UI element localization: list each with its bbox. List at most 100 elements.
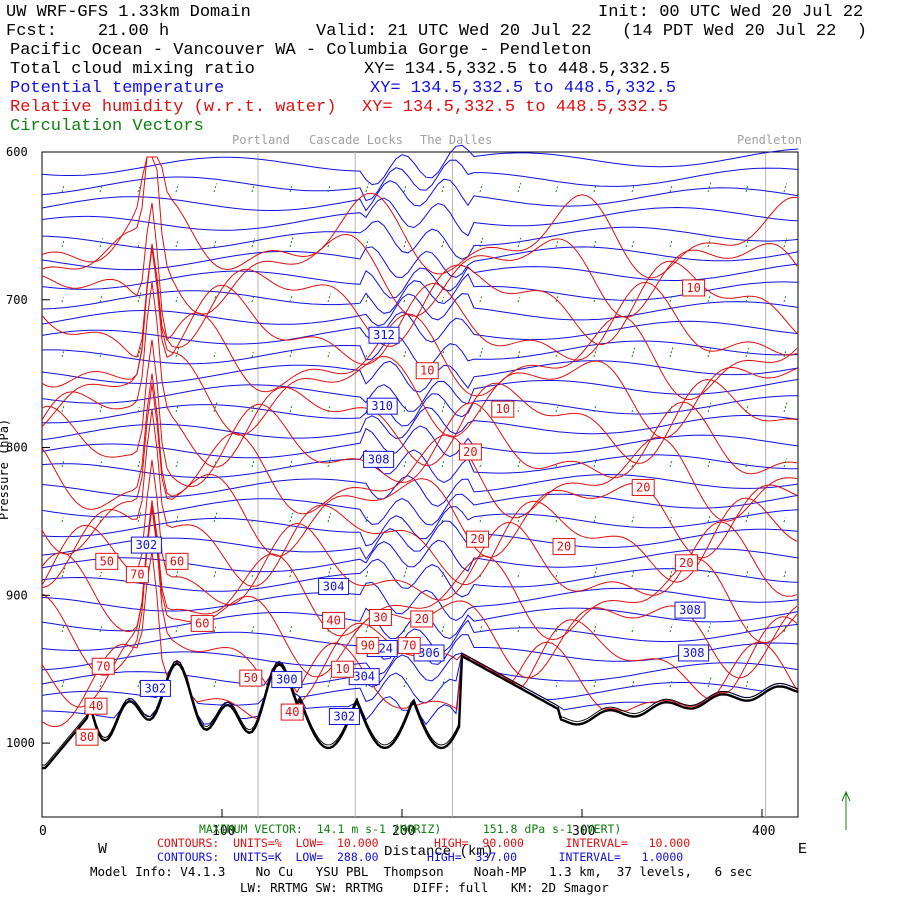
theta-contour (41, 493, 799, 526)
circulation-vector (403, 186, 407, 193)
circulation-vector (61, 624, 65, 633)
theta-contour (41, 425, 799, 459)
circulation-vector (99, 186, 103, 193)
circulation-vector (669, 567, 674, 578)
circulation-vector (517, 514, 521, 523)
circulation-vector (593, 297, 596, 303)
circulation-vector (783, 294, 787, 303)
theta-contour (41, 144, 799, 186)
rh-label-box (84, 697, 108, 715)
circulation-vector (441, 517, 444, 523)
theta-label-box (139, 679, 171, 697)
x-tick-label: 200 (392, 824, 415, 839)
circulation-vector (555, 682, 558, 688)
circulation-vector (555, 293, 560, 303)
circulation-vector (213, 570, 217, 578)
location-cascade-locks: Cascade Locks (309, 133, 403, 147)
circulation-vector (479, 183, 483, 193)
theta-contour-info: CONTOURS: UNITS=K LOW= 288.00 HIGH= 337.… (157, 850, 684, 864)
circulation-vector (555, 241, 559, 248)
rh-label: 50 (244, 671, 258, 685)
theta-contour (41, 360, 799, 393)
theta-label: 308 (679, 603, 701, 617)
circulation-vector (479, 237, 484, 248)
rh-contour (41, 409, 798, 589)
y-axis-label: Pressure (hPa) (0, 419, 11, 520)
circulation-vector (289, 460, 293, 468)
rh-contour (41, 202, 798, 349)
theta-label-box (363, 450, 395, 468)
circulation-vector (327, 241, 331, 248)
circulation-vector (327, 406, 331, 413)
circulation-vector (365, 294, 369, 303)
theta-label-box (130, 536, 162, 554)
circulation-vector (441, 402, 446, 413)
circulation-vector (61, 297, 64, 303)
circulation-vector (251, 238, 256, 248)
circulation-vector (783, 402, 788, 413)
circulation-vector (251, 293, 255, 303)
circulation-vector (327, 677, 332, 688)
circulation-vector (441, 623, 445, 633)
circulation-vector (289, 350, 293, 358)
rh-contour (41, 500, 798, 644)
rh-label: 70 (402, 639, 416, 653)
circulation-vector (213, 240, 217, 248)
circulation-vector (745, 569, 749, 578)
circulation-vector (175, 296, 178, 303)
circulation-vector (669, 240, 673, 248)
circulation-vector (707, 182, 712, 193)
theta-label-box (366, 397, 398, 415)
rh-label-box (466, 530, 490, 548)
rh-label: 10 (420, 364, 434, 378)
circulation-vector (61, 517, 64, 523)
circulation-vector (745, 680, 749, 688)
circulation-vector (137, 407, 140, 413)
circulation-vector (175, 570, 179, 578)
circulation-vector (137, 347, 142, 358)
circulation-vector (745, 512, 750, 523)
theta-label-box (271, 671, 303, 689)
field-potential-temperature: Potential temperature (10, 79, 225, 98)
theta-contour (41, 263, 799, 299)
rh-label-box (397, 637, 421, 655)
circulation-vector (555, 625, 559, 633)
y-tick-label: 900 (6, 588, 28, 602)
theta-label-box (328, 708, 360, 726)
theta-contour (41, 197, 799, 237)
rh-label: 40 (326, 613, 340, 627)
circulation-vector (251, 625, 255, 633)
circulation-vector (213, 626, 217, 633)
rh-contour (41, 243, 798, 439)
circulation-vector (403, 625, 407, 633)
theta-contour (41, 449, 798, 483)
terrain-line (42, 654, 799, 770)
circulation-vector (137, 242, 140, 248)
theta-label: 310 (371, 399, 393, 413)
theta-contour (41, 520, 799, 560)
rh-contour-info: CONTOURS: UNITS=% LOW= 10.000 HIGH= 90.0… (157, 836, 691, 850)
region-title: Pacific Ocean - Vancouver WA - Columbia … (10, 41, 592, 60)
circulation-vector (99, 461, 103, 468)
theta-label-box (678, 644, 710, 662)
rh-contour (41, 248, 798, 365)
theta-label: 302 (145, 681, 167, 695)
rh-label: 70 (96, 659, 110, 673)
circulation-vector (251, 572, 254, 578)
rh-contour (41, 156, 798, 319)
circulation-vector (517, 237, 522, 248)
init-time: Init: 00 UTC Wed 20 Jul 22 (598, 3, 864, 22)
circulation-vector (783, 625, 787, 633)
y-tick-label: 800 (6, 441, 28, 455)
field-relative-humidity: Relative humidity (w.r.t. water) (10, 98, 337, 117)
circulation-vector (61, 405, 65, 413)
circulation-vector (441, 461, 445, 468)
theta-contour (41, 178, 799, 212)
theta-contour (41, 652, 799, 688)
theta-contour (41, 293, 799, 327)
y-tick-label: 1000 (6, 736, 35, 750)
circulation-vector (517, 182, 522, 193)
circulation-vector (593, 184, 597, 193)
rh-label-box (491, 400, 515, 418)
